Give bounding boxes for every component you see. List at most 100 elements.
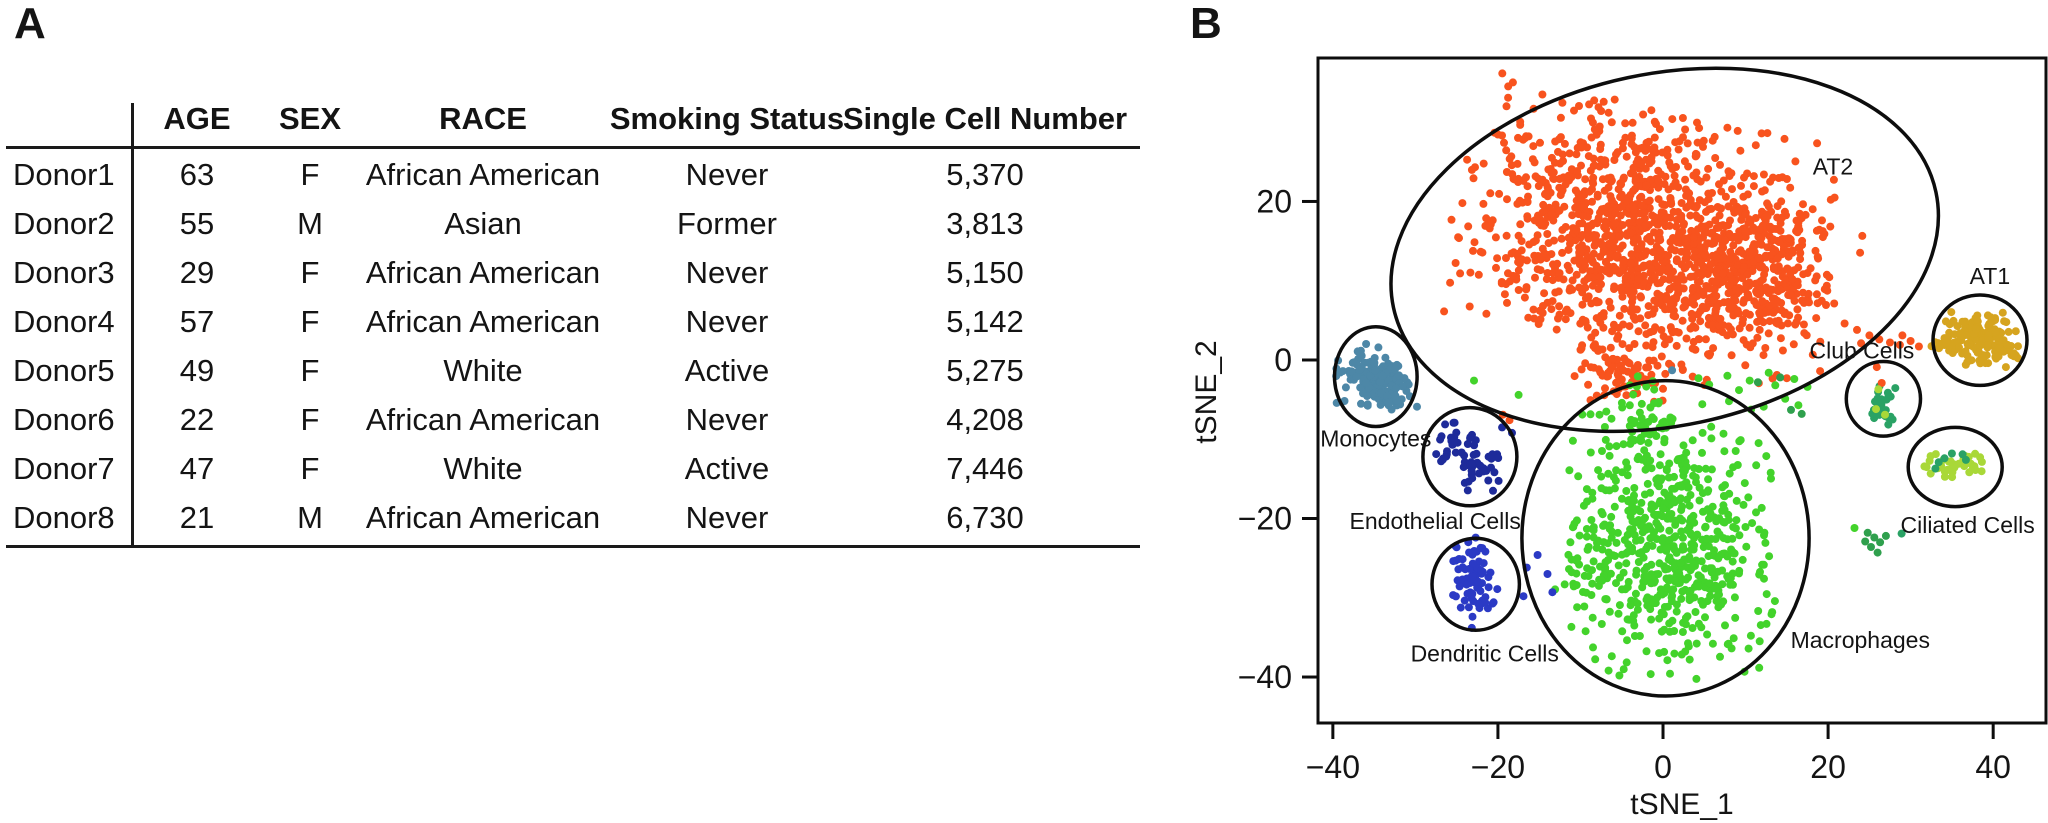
cell-age: 29: [179, 255, 215, 290]
cell-race: African American: [365, 304, 601, 339]
x-tick-label: −20: [1471, 749, 1525, 785]
cluster-monocytes: [1332, 340, 1414, 414]
label-ciliated-cells: Ciliated Cells: [1900, 512, 2034, 538]
stray-points-dark-green-strays: [1753, 373, 1890, 557]
x-axis-title: tSNE_1: [1630, 788, 1733, 821]
label-at2: AT2: [1813, 154, 1853, 180]
cell-donor: Donor4: [13, 304, 115, 339]
cell-race: White: [443, 353, 523, 388]
label-club-cells: Club Cells: [1809, 338, 1914, 364]
outline-ciliated-cells: [1906, 425, 2004, 509]
y-axis-title: tSNE_2: [1190, 340, 1223, 443]
cell-age: 49: [179, 353, 215, 388]
cell-donor: Donor2: [13, 206, 115, 241]
x-tick-label: 0: [1654, 749, 1672, 785]
cell-race: African American: [365, 255, 601, 290]
cell-sex: F: [300, 304, 320, 339]
cell-age: 57: [179, 304, 215, 339]
label-at1: AT1: [1970, 263, 2010, 289]
label-endothelial-cells: Endothelial Cells: [1350, 508, 1521, 534]
cell-donor: Donor5: [13, 353, 115, 388]
cell-race: White: [443, 451, 523, 486]
header-single-cell-number: Single Cell Number: [842, 101, 1128, 136]
table-rule-header: [6, 146, 1140, 149]
plot-border: [1316, 56, 2048, 725]
cell-smoking-status: Never: [685, 500, 769, 535]
panel-a-label: A: [14, 0, 46, 48]
cluster-at2: [1440, 69, 1867, 406]
y-tick-label: −40: [1238, 659, 1292, 695]
header-race: RACE: [439, 101, 527, 136]
cell-smoking-status: Never: [685, 304, 769, 339]
cell-race: African American: [365, 157, 601, 192]
cell-donor: Donor1: [13, 157, 115, 192]
cluster-at1: [1927, 308, 2022, 372]
outline-dendritic-cells: [1430, 536, 1522, 633]
cell-single-cell-number: 7,446: [946, 451, 1024, 486]
cell-age: 21: [179, 500, 215, 535]
label-macrophages: Macrophages: [1791, 627, 1930, 653]
outline-at2: [1389, 66, 1941, 434]
cell-sex: M: [297, 500, 323, 535]
stray-points-teal-accents: [1897, 449, 1970, 538]
header-age: AGE: [163, 101, 231, 136]
tsne-plot: −40 −20 0 20 40 20 0 −20 −40 AT2 AT1 Club Cells Mon…: [1190, 56, 2048, 821]
outline-monocytes: [1332, 324, 1419, 429]
cell-sex: M: [297, 206, 323, 241]
stray-points-yellowgreen-accents: [1872, 385, 1889, 419]
cell-smoking-status: Never: [685, 157, 769, 192]
cluster-macrophages: [1551, 372, 1779, 683]
label-monocytes: Monocytes: [1320, 426, 1431, 452]
cell-smoking-status: Active: [684, 353, 770, 388]
cell-sex: F: [300, 255, 320, 290]
cell-age: 55: [179, 206, 215, 241]
cell-smoking-status: Former: [677, 206, 777, 241]
y-tick-label: 0: [1274, 342, 1292, 378]
stray-points-steel-strays: [1413, 366, 1677, 411]
cell-single-cell-number: 6,730: [946, 500, 1024, 535]
cluster-club-cells: [1868, 382, 1900, 429]
x-tick-label: 20: [1810, 749, 1846, 785]
label-dendritic-cells: Dendritic Cells: [1411, 640, 1559, 666]
header-smoking-status: Smoking Status: [609, 101, 845, 136]
cell-single-cell-number: 5,275: [946, 353, 1024, 388]
x-tick-label: 40: [1975, 749, 2011, 785]
scatter-points: [1332, 69, 2022, 683]
cell-donor: Donor7: [13, 451, 115, 486]
y-tick-label: −20: [1238, 501, 1292, 537]
outline-at1: [1931, 293, 2029, 388]
cell-single-cell-number: 5,142: [946, 304, 1024, 339]
outline-club-cells: [1844, 359, 1923, 438]
table-rule-vertical: [131, 103, 134, 548]
cluster-labels: AT2 AT1 Club Cells Monocytes Endothelial Cel…: [1320, 154, 2035, 667]
cell-sex: F: [300, 157, 320, 192]
axis-ticks: −40 −20 0 20 40 20 0 −20 −40: [1238, 183, 2011, 785]
cell-sex: F: [300, 402, 320, 437]
cell-smoking-status: Never: [685, 402, 769, 437]
cell-race: African American: [365, 500, 601, 535]
cell-smoking-status: Active: [684, 451, 770, 486]
cell-sex: F: [300, 353, 320, 388]
cell-donor: Donor6: [13, 402, 115, 437]
cluster-endothelial-cells: [1432, 418, 1503, 495]
cell-smoking-status: Never: [685, 255, 769, 290]
x-tick-label: −40: [1306, 749, 1360, 785]
cell-donor: Donor3: [13, 255, 115, 290]
outline-macrophages: [1520, 378, 1811, 698]
cell-sex: F: [300, 451, 320, 486]
cell-single-cell-number: 5,370: [946, 157, 1024, 192]
cell-age: 47: [179, 451, 215, 486]
cell-donor: Donor8: [13, 500, 115, 535]
cell-single-cell-number: 5,150: [946, 255, 1024, 290]
panel-b-label: B: [1190, 0, 1222, 48]
cell-age: 63: [179, 157, 215, 192]
y-tick-label: 20: [1256, 183, 1292, 219]
header-sex: SEX: [278, 101, 342, 136]
cell-single-cell-number: 4,208: [946, 402, 1024, 437]
cell-race: Asian: [444, 206, 522, 241]
cell-single-cell-number: 3,813: [946, 206, 1024, 241]
outline-endothelial-cells: [1421, 405, 1519, 508]
table-rule-bottom: [6, 545, 1140, 548]
cell-age: 22: [179, 402, 215, 437]
